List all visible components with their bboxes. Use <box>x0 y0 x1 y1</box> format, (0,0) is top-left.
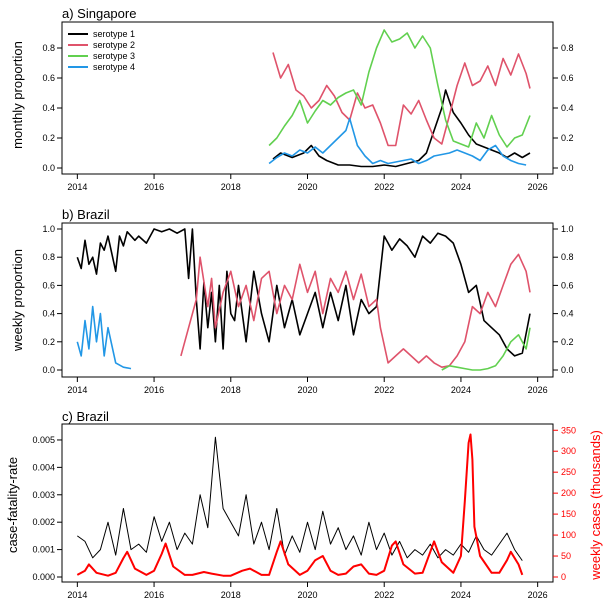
panel-c-ytick-label: 0.000 <box>32 572 55 582</box>
panel-a-xtick-label: 2026 <box>528 182 548 192</box>
panel-b-ytick-right-label: 0.0 <box>561 365 574 375</box>
panel-a-ylabel: monthly proportion <box>10 41 25 149</box>
panel-b-ytick-label: 0.6 <box>42 280 55 290</box>
panel-c-ytick-label: 0.002 <box>32 517 55 527</box>
panel-b-ylabel: weekly proportion <box>10 249 25 352</box>
panel-b-series-serotype-4 <box>76 305 132 370</box>
panel-a-ytick-right-label: 0.8 <box>561 43 574 53</box>
panel-c-y2tick-label: 50 <box>561 551 571 561</box>
panel-b-xtick-label: 2024 <box>451 385 471 395</box>
panel-c-xtick-label: 2018 <box>221 590 241 600</box>
panel-b-ytick-right-label: 0.4 <box>561 309 574 319</box>
panel-c-y2tick-label: 250 <box>561 467 576 477</box>
panel-a-ytick-label: 0.4 <box>42 103 55 113</box>
panel-a-xtick-label: 2016 <box>144 182 164 192</box>
panel-c-y2label: weekly cases (thousands) <box>588 430 603 581</box>
panel-c-xtick-label: 2026 <box>528 590 548 600</box>
panel-c-series-case-fatality-rate <box>77 436 523 561</box>
panel-a-series-serotype-3 <box>268 29 531 148</box>
panel-a-xtick-label: 2024 <box>451 182 471 192</box>
panel-a-ytick-label: 0.6 <box>42 73 55 83</box>
panel-c-ytick-label: 0.004 <box>32 462 55 472</box>
panel-a-xtick-label: 2014 <box>67 182 87 192</box>
panel-a-xtick-label: 2022 <box>374 182 394 192</box>
panel-a-series-serotype-1 <box>272 89 531 168</box>
panel-b-xtick-label: 2018 <box>221 385 241 395</box>
panel-b-xtick-label: 2014 <box>67 385 87 395</box>
panel-c-xtick-label: 2024 <box>451 590 471 600</box>
panel-c-y2tick-label: 0 <box>561 572 566 582</box>
legend-label-serotype-3: serotype 3 <box>93 51 135 61</box>
panel-b-xtick-label: 2020 <box>297 385 317 395</box>
panel-b-xtick-label: 2016 <box>144 385 164 395</box>
panel-c-frame <box>61 423 554 583</box>
panel-a-ytick-label: 0.8 <box>42 43 55 53</box>
panel-b-ytick-right-label: 1.0 <box>561 224 574 234</box>
panel-c-xtick-label: 2020 <box>297 590 317 600</box>
panel-b-ytick-label: 0.0 <box>42 365 55 375</box>
panel-a-title: a) Singapore <box>62 6 136 21</box>
legend: serotype 1 serotype 2 serotype 3 serotyp… <box>68 29 135 72</box>
panel-c-y2tick-label: 300 <box>561 446 576 456</box>
panel-a-ytick-right-label: 0.0 <box>561 163 574 173</box>
panel-b-xtick-label: 2026 <box>528 385 548 395</box>
panel-c-y2tick-label: 100 <box>561 530 576 540</box>
panel-a-ytick-right-label: 0.4 <box>561 103 574 113</box>
panel-b-brazil: b) Brazil weekly proportion 2014 2016 2018… <box>10 207 574 395</box>
panel-b-xtick-label: 2022 <box>374 385 394 395</box>
panel-a-series-serotype-4 <box>268 117 527 166</box>
panel-c-xtick-label: 2016 <box>144 590 164 600</box>
panel-c-ytick-label: 0.003 <box>32 490 55 500</box>
panel-b-ytick-label: 1.0 <box>42 224 55 234</box>
panel-b-ytick-label: 0.2 <box>42 337 55 347</box>
panel-a-ytick-label: 0.2 <box>42 133 55 143</box>
panel-b-ytick-label: 0.4 <box>42 309 55 319</box>
panel-b-title: b) Brazil <box>62 207 110 222</box>
panel-a-ytick-label: 0.0 <box>42 163 55 173</box>
panel-b-series-serotype-3 <box>441 327 531 371</box>
panel-c-y2tick-label: 200 <box>561 488 576 498</box>
panel-a-series-serotype-2 <box>272 52 531 147</box>
panel-a-xtick-label: 2020 <box>297 182 317 192</box>
legend-label-serotype-4: serotype 4 <box>93 62 135 72</box>
panel-b-series-serotype-1 <box>76 228 531 357</box>
panel-c-brazil: c) Brazil case-fatality-rate weekly case… <box>5 409 603 600</box>
panel-c-xtick-label: 2022 <box>374 590 394 600</box>
panel-b-ytick-right-label: 0.2 <box>561 337 574 347</box>
panel-a-frame <box>61 21 554 175</box>
panel-c-xtick-label: 2014 <box>67 590 87 600</box>
panel-c-series-weekly-cases-thousands <box>76 433 524 577</box>
panel-a-ytick-right-label: 0.2 <box>561 133 574 143</box>
panel-c-ylabel: case-fatality-rate <box>5 457 20 553</box>
panel-c-y2tick-label: 350 <box>561 425 576 435</box>
panel-c-y2tick-label: 150 <box>561 509 576 519</box>
panel-a-xtick-label: 2018 <box>221 182 241 192</box>
panel-c-ytick-label: 0.005 <box>32 435 55 445</box>
panel-b-ytick-right-label: 0.6 <box>561 280 574 290</box>
panel-c-ytick-label: 0.001 <box>32 545 55 555</box>
panel-a-ytick-right-label: 0.6 <box>561 73 574 83</box>
legend-label-serotype-1: serotype 1 <box>93 29 135 39</box>
panel-b-series-serotype-2 <box>180 253 531 369</box>
panel-b-ytick-right-label: 0.8 <box>561 252 574 262</box>
panel-b-ytick-label: 0.8 <box>42 252 55 262</box>
legend-label-serotype-2: serotype 2 <box>93 40 135 50</box>
panel-c-title: c) Brazil <box>62 409 109 424</box>
panel-a-singapore: a) Singapore monthly proportion 2014 2016… <box>10 6 574 192</box>
